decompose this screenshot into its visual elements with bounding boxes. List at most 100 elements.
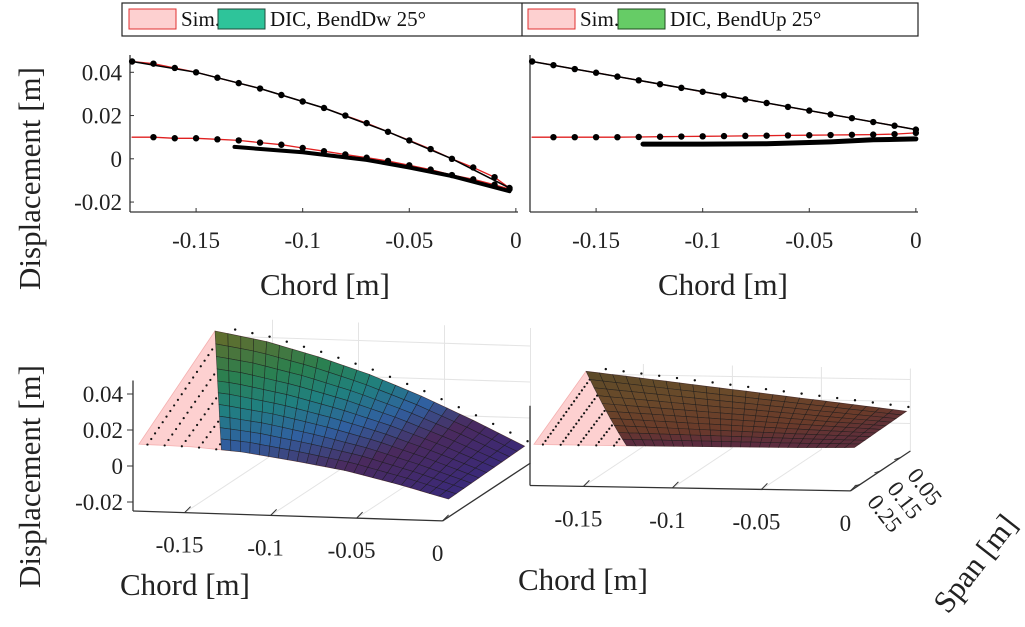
y-tick-label: 0.02 [82,104,122,129]
z-tick-label: 0.02 [83,418,123,443]
sim-marker [218,443,222,446]
dic-surface-cell [720,435,732,443]
dic-surface-cell [240,419,252,433]
dic-surface-cell [676,421,690,430]
floor-gridline [672,447,733,489]
dic-surface-cell [720,441,732,448]
sim-marker [586,382,589,385]
series-sim-marker [192,135,200,142]
dic-surface-cell [708,411,721,420]
series-sim-marker [848,131,856,138]
dic-surface-cell [720,418,733,426]
sim-marker [598,416,601,419]
dic-surface-cell [750,436,763,443]
series-sim-marker [656,133,664,140]
sim-marker [595,444,598,447]
sim-marker [570,403,573,406]
sim-marker [150,437,153,441]
series-sim-marker [299,144,306,152]
dic-surface-cell [731,413,745,421]
sim-marker [213,425,216,428]
dic-surface-cell [720,424,733,432]
dic-surface-cell [229,393,241,409]
sim-marker [176,398,180,401]
y-tick-label: 0.04 [82,60,123,85]
sim-edge-marker [711,381,714,384]
sim-marker [549,432,552,435]
dic-surface-cell [740,436,753,443]
sim-edge-marker [604,367,607,371]
dic-surface-cell [687,422,700,430]
legend-label-sim-right: Sim. [580,7,619,31]
sim-marker [184,439,187,443]
sim-edge-marker [509,431,512,434]
sim-marker [593,398,596,401]
sim-marker [163,444,166,447]
dic-surface-cell [679,434,693,442]
dic-surface-cell [697,416,711,425]
plot-top-right: -0.15 -0.1 -0.05 0 [528,55,922,253]
series-sim-marker [891,130,898,138]
series-sim-marker [742,132,749,140]
dic-surface-cell [751,431,764,438]
sim-marker [583,385,586,388]
dic-surface-cell [660,407,676,417]
sim-marker [161,421,164,424]
series-sim-marker [912,129,920,137]
xlabel-top-left: Chord [m] [260,267,390,302]
sim-marker [209,430,212,434]
sim-marker [590,401,594,404]
ylabel-span: Span [m] [926,508,1024,620]
dic-surface-cell [684,409,699,418]
sim-edge-marker [302,345,306,348]
span-tick [894,457,901,461]
sim-marker [215,397,218,400]
sim-marker [605,430,608,434]
sim-marker [613,444,616,447]
dic-surface-cell [763,426,777,434]
dic-surface-cell [681,440,694,447]
x-tick-label: -0.05 [785,228,833,253]
series-sim-marker [235,137,242,144]
dic-surface-cell [701,440,713,448]
xlabel-bottom-left: Chord [m] [120,567,250,602]
series-sim-marker [763,132,770,139]
sim-marker [562,440,565,443]
dic-surface-cell [844,443,861,448]
sim-edge-marker [457,406,460,409]
series-sim-marker [806,132,813,139]
series-sim-marker [571,133,578,141]
dic-surface-cell [740,441,752,448]
z-tick-label: 0.04 [83,382,124,407]
legend-swatch-dic-benddw [217,8,266,30]
sim-marker [575,422,578,425]
sim-marker [597,440,601,444]
legend-label-dic-bendup: DIC, BendUp 25° [670,7,821,31]
sim-marker [165,415,168,418]
series-sim-marker [171,135,178,142]
legend-label-sim-left: Sim. [181,7,220,31]
series-sim-marker [827,131,834,139]
dic-surface-cell [219,415,231,430]
sim-marker [578,392,581,396]
z-tick-label: 0 [112,454,124,479]
sim-edge-marker [729,383,732,386]
series-sim-marker [278,141,285,148]
sim-marker [190,406,193,409]
dic-surface-cell [730,441,742,448]
xlabel-bottom-right: Chord [m] [518,562,648,597]
chord-tick-label: -0.15 [156,533,204,558]
sim-marker [203,413,206,416]
sim-marker [577,419,581,422]
sim-marker [557,421,560,424]
dic-surface-cell [749,441,762,448]
sim-marker [547,436,550,439]
x-tick-label: 0 [910,228,922,253]
sim-marker [552,428,555,432]
dic-surface-cell [753,420,767,428]
dic-surface-cell [259,433,272,447]
sim-marker [194,400,197,403]
x-tick-label: 0 [510,228,522,253]
sim-marker [192,429,195,432]
sim-edge-marker [747,385,750,389]
